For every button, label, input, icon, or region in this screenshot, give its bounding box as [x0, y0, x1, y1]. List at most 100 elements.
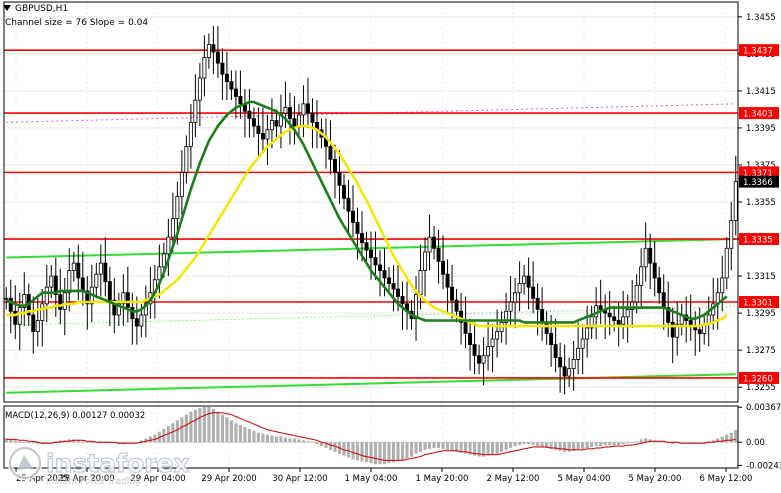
macd-hist-bar: [500, 442, 504, 452]
macd-hist-bar: [662, 442, 666, 443]
macd-hist-bar: [644, 438, 648, 443]
candle-body: [729, 220, 734, 249]
macd-hist-bar: [554, 442, 558, 450]
macd-hist-bar: [477, 442, 481, 457]
x-tick-label: 2 May 12:00: [487, 474, 540, 484]
candle-body: [427, 236, 432, 253]
candle-body: [292, 118, 297, 127]
y-tick-label: 1.3455: [746, 13, 776, 23]
candle-body: [161, 253, 166, 268]
macd-hist-bar: [243, 426, 247, 443]
macd-hist-bar: [576, 442, 580, 450]
macd-y-tick-label: 0.00: [746, 438, 765, 448]
macd-hist-bar: [378, 442, 382, 465]
candle-body: [170, 218, 175, 238]
candle-body: [35, 320, 40, 333]
macd-hist-bar: [238, 425, 242, 443]
logo-brand: instaforex: [46, 449, 190, 478]
macd-hist-bar: [265, 434, 270, 443]
candle-body: [287, 107, 292, 120]
candle-body: [112, 299, 117, 316]
macd-hist-bar: [342, 442, 346, 456]
macd-hist-bar: [729, 432, 733, 443]
y-tick-label: 1.3295: [746, 309, 776, 319]
macd-hist-bar: [581, 442, 585, 449]
channel-info-label: Channel size = 76 Slope = 0.04: [5, 18, 148, 28]
macd-hist-bar: [382, 442, 387, 465]
candle-body: [594, 305, 599, 318]
macd-hist-bar: [504, 442, 508, 450]
macd-hist-bar: [319, 442, 324, 447]
candle-body: [296, 114, 301, 127]
candle-body: [585, 327, 590, 340]
macd-hist-bar: [112, 442, 116, 444]
candle-body: [432, 236, 437, 249]
candle-body: [134, 318, 139, 327]
macd-hist-bar: [396, 442, 400, 462]
macd-hist-bar: [9, 439, 13, 443]
macd-hist-bar: [536, 442, 540, 447]
macd-hist-bar: [567, 442, 571, 452]
x-tick-label: 5 May 04:00: [558, 474, 611, 484]
macd-hist-bar: [617, 442, 621, 446]
channel-upper-line: [6, 103, 736, 123]
y-tick-label: 1.3415: [746, 87, 776, 97]
current-price-tag: 1.3366: [743, 178, 773, 188]
candle-body: [332, 159, 337, 173]
level-tag: 1.3403: [743, 110, 773, 120]
macd-hist-bar: [234, 423, 238, 443]
candle-body: [355, 221, 360, 234]
candle-body: [450, 286, 455, 301]
candle-body: [98, 262, 103, 275]
candle-body: [351, 210, 355, 223]
candle-body: [22, 294, 27, 308]
x-tick-label: 28 Apr 20:00: [59, 474, 114, 484]
candle-body: [220, 62, 225, 75]
candle-body: [265, 129, 270, 140]
macd-hist-bar: [207, 406, 211, 443]
logo-ring-outline-icon: [8, 446, 42, 480]
macd-hist-bar: [22, 442, 26, 443]
candle-body: [58, 294, 63, 310]
candle-body: [387, 277, 391, 284]
candle-body: [40, 303, 45, 321]
candle-body: [283, 107, 288, 114]
candle-body: [418, 270, 423, 295]
macd-hist-bar: [13, 440, 17, 443]
x-tick-label: 6 May 12:00: [700, 474, 753, 484]
candle-body: [531, 286, 536, 299]
macd-hist-bar: [626, 442, 630, 444]
macd-hist-bar: [725, 434, 729, 443]
macd-hist-bar: [612, 442, 616, 446]
candle-body: [463, 321, 468, 334]
macd-hist-bar: [482, 442, 486, 457]
macd-hist-bar: [180, 417, 184, 443]
candle-body: [535, 297, 540, 310]
candle-body: [310, 112, 315, 123]
candle-body: [278, 112, 283, 127]
candle-body: [657, 277, 662, 294]
level-tag-bg: [739, 107, 779, 120]
candle-body: [193, 99, 198, 123]
candle-body: [576, 347, 581, 360]
candle-body: [382, 270, 387, 279]
candle-body: [71, 262, 76, 271]
candle-body: [625, 309, 630, 318]
candle-body: [360, 233, 364, 244]
macd-hist-bar: [558, 442, 562, 451]
candle-body: [414, 294, 419, 320]
ma-slow-line: [6, 124, 728, 328]
candle-body: [400, 296, 405, 305]
macd-hist-bar: [76, 440, 80, 443]
y-tick-label: 1.3375: [746, 161, 776, 171]
macd-hist-bar: [58, 440, 62, 443]
chart-menu-arrow-icon[interactable]: [3, 5, 11, 11]
candle-body: [364, 242, 369, 251]
macd-hist-bar: [364, 442, 369, 463]
macd-y-tick-label: 0.00367: [746, 403, 781, 413]
macd-hist-bar: [171, 423, 175, 443]
candle-body: [486, 346, 491, 357]
macd-hist-bar: [346, 442, 351, 458]
candle-body: [125, 292, 130, 308]
